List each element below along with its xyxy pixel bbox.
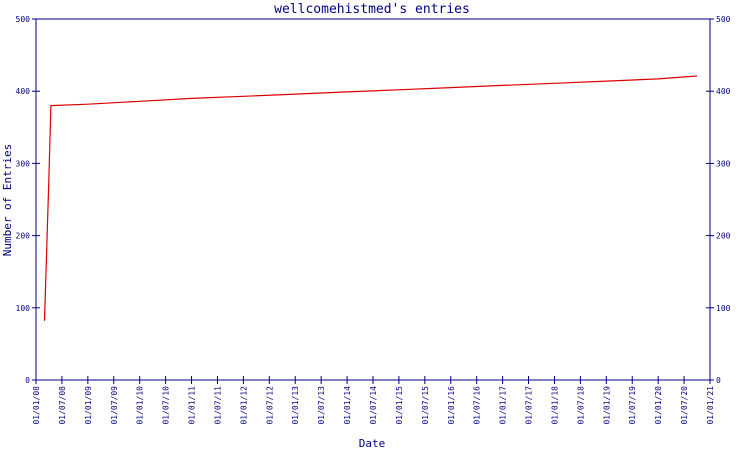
x-tick-label: 01/01/09 (84, 386, 93, 425)
x-tick-label: 01/07/20 (680, 386, 689, 425)
x-tick-label: 01/07/14 (369, 386, 378, 425)
x-tick-label: 01/07/11 (213, 386, 222, 425)
right-y-axis: 0 100 200 300 400 500 (706, 15, 731, 385)
x-tick-label: 01/07/18 (576, 386, 585, 425)
x-tick-label: 01/07/12 (265, 386, 274, 425)
y-tick-label: 0 (25, 376, 30, 385)
x-axis-title: Date (359, 437, 386, 450)
x-tick-label: 01/01/15 (395, 386, 404, 425)
right-y-tick-label: 100 (716, 304, 731, 313)
y-axis-title: Number of Entries (1, 144, 14, 257)
series-layer (43, 75, 697, 321)
left-y-axis: 0 100 200 300 400 500 (16, 15, 40, 385)
x-tick-label: 01/07/10 (162, 386, 171, 425)
y-tick-label: 300 (16, 159, 31, 168)
x-tick-label: 01/01/16 (447, 386, 456, 425)
y-tick-label: 500 (16, 15, 31, 24)
x-tick-label: 01/01/11 (188, 386, 197, 425)
x-tick-label: 01/01/08 (32, 386, 41, 425)
series-line (43, 75, 697, 321)
y-tick-label: 400 (16, 87, 31, 96)
y-tick-label: 200 (16, 232, 31, 241)
x-tick-label: 01/07/15 (421, 386, 430, 425)
x-tick-label: 01/01/19 (602, 386, 611, 425)
x-tick-label: 01/01/12 (239, 386, 248, 425)
x-tick-label: 01/01/17 (499, 386, 508, 425)
chart-title: wellcomehistmed's entries (274, 2, 470, 17)
right-y-tick-label: 300 (716, 159, 731, 168)
x-tick-label: 01/07/16 (473, 386, 482, 425)
x-tick-label: 01/01/20 (654, 386, 663, 425)
x-tick-label: 01/01/13 (291, 386, 300, 425)
x-tick-label: 01/01/10 (136, 386, 145, 425)
x-tick-label: 01/01/21 (706, 386, 715, 425)
right-y-tick-label: 200 (716, 232, 731, 241)
right-y-tick-label: 0 (716, 376, 721, 385)
y-tick-label: 100 (16, 304, 31, 313)
right-y-tick-label: 500 (716, 15, 731, 24)
x-tick-label: 01/01/14 (343, 386, 352, 425)
x-tick-label: 01/07/08 (58, 386, 67, 425)
x-axis: 01/01/08 01/07/08 01/01/09 01/07/09 01/01/10… (32, 376, 715, 425)
x-tick-label: 01/07/19 (628, 386, 637, 425)
plot-area-frame (35, 18, 711, 381)
x-tick-label: 01/07/17 (525, 386, 534, 425)
x-tick-label: 01/07/09 (110, 386, 119, 425)
right-y-tick-label: 400 (716, 87, 731, 96)
x-tick-label: 01/01/18 (550, 386, 559, 425)
x-tick-label: 01/07/13 (317, 386, 326, 425)
